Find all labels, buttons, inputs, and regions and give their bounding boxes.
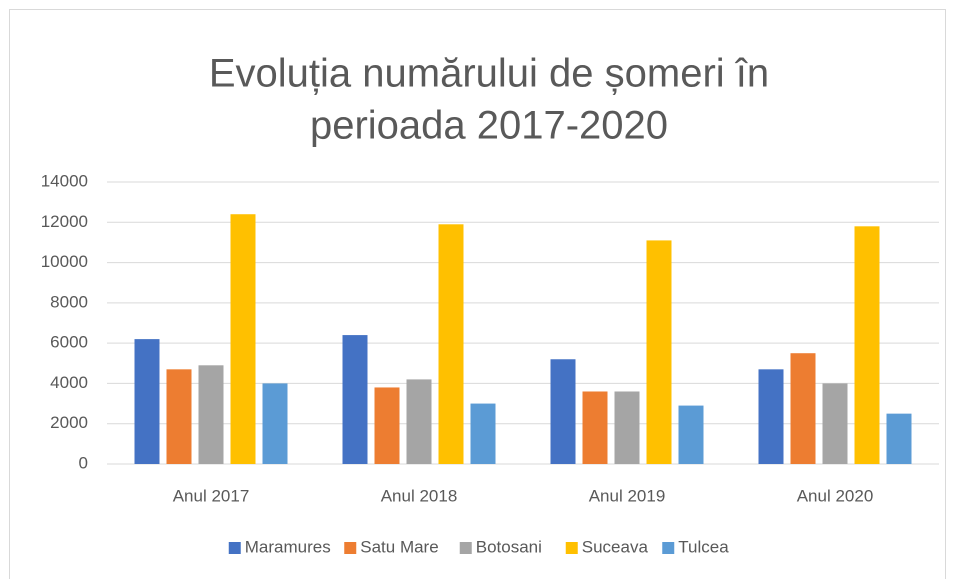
y-tick-label: 6000 xyxy=(50,333,88,352)
bar xyxy=(374,387,400,464)
bar xyxy=(646,240,672,464)
bar xyxy=(822,383,848,464)
bar xyxy=(470,403,496,464)
y-tick-label: 8000 xyxy=(50,292,88,311)
y-tick-label: 0 xyxy=(79,453,88,472)
chart-border xyxy=(9,9,946,579)
legend-swatch xyxy=(459,542,472,554)
y-tick-label: 2000 xyxy=(50,413,88,432)
bar xyxy=(166,369,192,464)
bar xyxy=(230,214,256,464)
legend-label: Maramures xyxy=(245,537,331,556)
bar xyxy=(134,339,160,464)
legend-swatch xyxy=(228,542,241,554)
y-tick-label: 12000 xyxy=(41,212,88,231)
x-tick-label: Anul 2017 xyxy=(173,486,250,505)
bar xyxy=(406,379,432,464)
bar xyxy=(886,413,912,464)
legend-label: Suceava xyxy=(582,537,649,556)
x-tick-label: Anul 2019 xyxy=(589,486,666,505)
chart-title: perioada 2017-2020 xyxy=(310,104,668,148)
bar xyxy=(550,359,576,464)
legend-swatch xyxy=(565,542,578,554)
y-tick-label: 10000 xyxy=(41,252,88,271)
y-tick-label: 4000 xyxy=(50,373,88,392)
bar xyxy=(342,335,368,464)
legend-swatch xyxy=(662,542,675,554)
x-tick-label: Anul 2018 xyxy=(381,486,458,505)
legend-swatch xyxy=(344,542,357,554)
bar xyxy=(758,369,784,464)
chart-title: Evoluția numărului de șomeri în xyxy=(209,52,769,96)
legend-label: Tulcea xyxy=(678,537,729,556)
bar xyxy=(790,353,816,464)
legend-label: Botosani xyxy=(476,537,542,556)
bar xyxy=(614,391,640,464)
bar xyxy=(854,226,880,464)
bar xyxy=(198,365,224,464)
bar xyxy=(438,224,464,464)
y-tick-label: 14000 xyxy=(41,171,88,190)
x-tick-label: Anul 2020 xyxy=(797,486,874,505)
bar xyxy=(262,383,288,464)
legend-label: Satu Mare xyxy=(360,537,438,556)
bar xyxy=(582,391,608,464)
bar xyxy=(678,405,704,464)
